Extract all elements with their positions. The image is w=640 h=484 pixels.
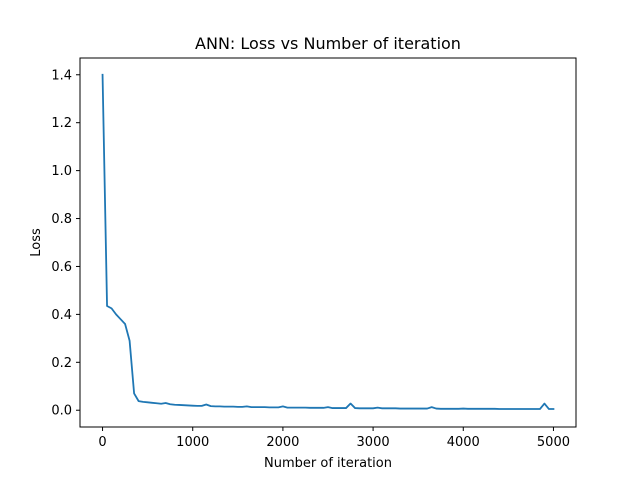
y-tick-label: 0.6 xyxy=(51,260,72,275)
x-tick-label: 0 xyxy=(98,435,106,450)
x-tick-label: 4000 xyxy=(447,435,480,450)
axes-frame xyxy=(79,57,577,428)
y-axis-ticks: 0.0 0.2 0.4 0.6 0.8 1.0 1.2 1.4 xyxy=(51,68,80,419)
series-layer xyxy=(101,73,555,410)
plot-area: 0 1000 2000 3000 4000 5000 0.0 0.2 0.4 0.6 0.8 1.0… xyxy=(51,57,577,450)
loss-series-line xyxy=(101,73,555,410)
chart-title: ANN: Loss vs Number of iteration xyxy=(195,34,461,53)
y-tick-label: 1.2 xyxy=(51,116,72,131)
y-tick-label: 1.4 xyxy=(51,68,72,83)
y-tick-label: 0.0 xyxy=(51,404,72,419)
x-tick-label: 2000 xyxy=(266,435,299,450)
x-axis-ticks: 0 1000 2000 3000 4000 5000 xyxy=(98,427,570,450)
x-tick-label: 3000 xyxy=(357,435,390,450)
y-tick-label: 0.8 xyxy=(51,212,72,227)
y-axis-label: Loss xyxy=(29,228,44,257)
x-tick-label: 1000 xyxy=(176,435,209,450)
x-axis-label: Number of iteration xyxy=(264,456,392,471)
y-tick-label: 1.0 xyxy=(51,164,72,179)
y-tick-label: 0.4 xyxy=(51,308,72,323)
y-tick-label: 0.2 xyxy=(51,356,72,371)
x-tick-label: 5000 xyxy=(537,435,570,450)
